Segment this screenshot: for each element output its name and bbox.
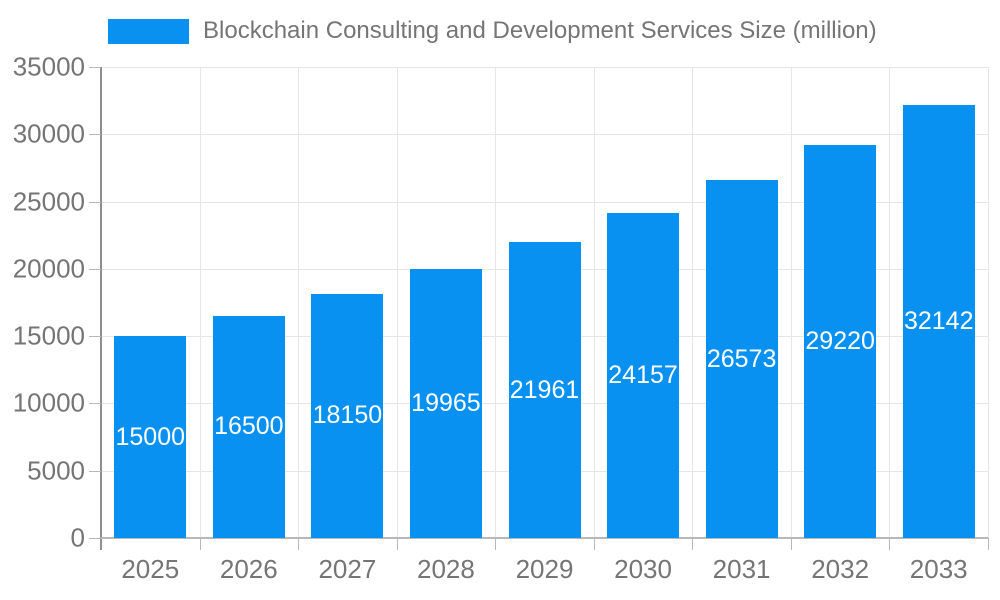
y-axis-tick-label: 5000 bbox=[27, 455, 85, 486]
gridline-vertical bbox=[495, 67, 497, 538]
y-tick-mark bbox=[89, 134, 101, 136]
bar-value-label: 21961 bbox=[509, 375, 580, 404]
x-axis-tick-label: 2028 bbox=[417, 554, 475, 584]
y-axis-tick-label: 10000 bbox=[12, 387, 85, 418]
legend-swatch[interactable] bbox=[108, 18, 189, 44]
y-tick-mark bbox=[89, 67, 101, 68]
x-axis-tick-label: 2032 bbox=[811, 554, 870, 584]
x-axis-line bbox=[101, 537, 988, 539]
y-tick-mark bbox=[89, 538, 101, 539]
x-axis-tick-label: 2027 bbox=[318, 554, 377, 584]
y-tick-mark bbox=[89, 336, 101, 338]
legend-label: Blockchain Consulting and Development Se… bbox=[203, 17, 877, 44]
bar-value-label: 26573 bbox=[706, 344, 777, 373]
x-tick-mark bbox=[593, 538, 595, 550]
bar[interactable]: 26573 bbox=[705, 180, 778, 538]
x-tick-mark bbox=[692, 538, 694, 550]
bar-value-label: 19965 bbox=[411, 389, 481, 418]
gridline-vertical bbox=[298, 67, 300, 538]
gridline-vertical bbox=[790, 67, 792, 538]
gridline-vertical bbox=[988, 67, 989, 538]
gridline-vertical bbox=[692, 67, 694, 538]
x-tick-mark bbox=[199, 538, 201, 550]
x-axis-tick-label: 2033 bbox=[909, 554, 968, 584]
x-axis-tick-label: 2025 bbox=[121, 554, 180, 584]
bar[interactable]: 29220 bbox=[804, 144, 877, 538]
x-axis-tick-label: 2026 bbox=[219, 554, 278, 584]
bar[interactable]: 24157 bbox=[607, 212, 680, 538]
bar-value-label: 32142 bbox=[903, 307, 974, 336]
gridline-vertical bbox=[199, 67, 201, 538]
gridline-horizontal bbox=[101, 134, 988, 136]
plot-area: 0 5000 10000 15000 20000 25000 30000 35000 2025 2… bbox=[13, 52, 989, 584]
legend[interactable]: Blockchain Consulting and Development Se… bbox=[108, 17, 877, 45]
y-axis-line bbox=[100, 67, 102, 550]
y-tick-mark bbox=[89, 403, 101, 405]
y-tick-mark bbox=[89, 201, 101, 203]
gridline-horizontal bbox=[101, 67, 988, 68]
y-axis-tick-label: 0 bbox=[70, 522, 85, 553]
x-tick-mark bbox=[495, 538, 497, 550]
y-axis-tick-label: 30000 bbox=[12, 118, 85, 149]
x-axis-tick-label: 2030 bbox=[614, 554, 672, 584]
bar[interactable]: 21961 bbox=[508, 242, 581, 538]
x-tick-mark bbox=[889, 538, 891, 550]
x-tick-mark bbox=[988, 538, 989, 550]
bar-value-label: 24157 bbox=[608, 360, 678, 389]
x-tick-mark bbox=[396, 538, 398, 550]
y-axis-tick-label: 25000 bbox=[12, 186, 85, 217]
y-axis-tick-label: 35000 bbox=[12, 51, 85, 82]
bar-value-label: 18150 bbox=[312, 401, 383, 430]
bar-value-label: 15000 bbox=[115, 422, 186, 451]
x-tick-mark bbox=[790, 538, 792, 550]
y-tick-mark bbox=[89, 470, 101, 472]
gridline-vertical bbox=[889, 67, 891, 538]
x-axis-tick-label: 2031 bbox=[712, 554, 771, 584]
y-axis-tick-label: 20000 bbox=[12, 253, 85, 284]
bar-value-label: 29220 bbox=[805, 326, 875, 355]
bar[interactable]: 19965 bbox=[409, 269, 482, 538]
bar[interactable]: 15000 bbox=[114, 336, 187, 538]
bar[interactable]: 32142 bbox=[902, 105, 975, 538]
y-axis-tick-label: 15000 bbox=[12, 320, 85, 351]
bar[interactable]: 16500 bbox=[212, 315, 285, 538]
bar-value-label: 16500 bbox=[214, 412, 284, 441]
gridline-horizontal bbox=[101, 201, 988, 203]
x-axis-tick-label: 2029 bbox=[515, 554, 574, 584]
gridline-vertical bbox=[593, 67, 595, 538]
y-tick-mark bbox=[89, 268, 101, 270]
bar[interactable]: 18150 bbox=[311, 293, 384, 538]
x-tick-mark bbox=[298, 538, 300, 550]
gridline-vertical bbox=[396, 67, 398, 538]
